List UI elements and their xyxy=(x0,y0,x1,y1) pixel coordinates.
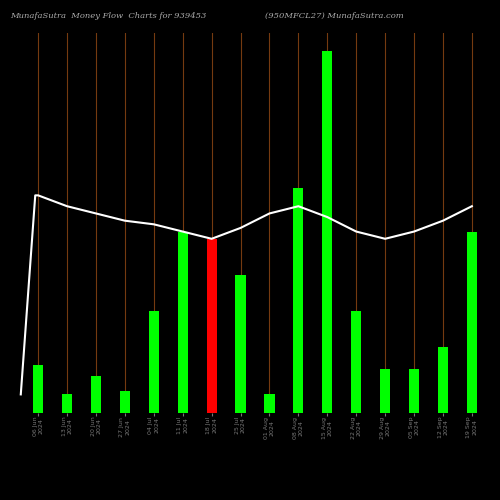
Bar xyxy=(264,394,274,412)
Bar xyxy=(409,369,419,412)
Bar xyxy=(236,275,246,412)
Bar xyxy=(438,348,448,412)
Bar xyxy=(62,394,72,412)
Text: (950MFCL27) MunafaSutra.com: (950MFCL27) MunafaSutra.com xyxy=(265,12,404,20)
Bar xyxy=(120,391,130,412)
Bar xyxy=(380,369,390,412)
Bar xyxy=(91,376,101,412)
Bar xyxy=(322,50,332,412)
Bar xyxy=(148,311,159,412)
Bar xyxy=(294,188,304,412)
Text: MunafaSutra  Money Flow  Charts for 939453: MunafaSutra Money Flow Charts for 939453 xyxy=(10,12,206,20)
Bar xyxy=(351,311,362,412)
Bar xyxy=(178,232,188,412)
Bar xyxy=(206,239,216,412)
Bar xyxy=(33,366,43,412)
Bar xyxy=(467,232,477,412)
